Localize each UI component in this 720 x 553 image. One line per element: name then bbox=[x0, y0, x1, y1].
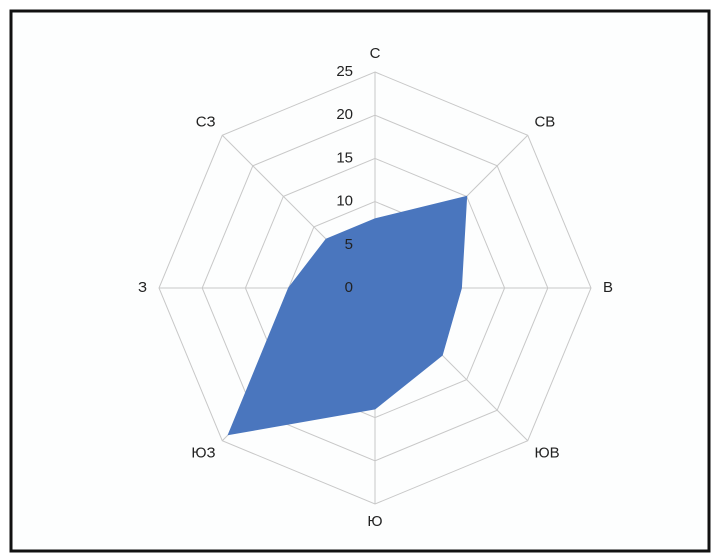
y-tick-label: 5 bbox=[345, 236, 353, 253]
y-tick-label: 20 bbox=[336, 106, 353, 123]
y-tick-label: 10 bbox=[336, 193, 353, 210]
category-label: З bbox=[138, 279, 147, 296]
y-tick-label: 25 bbox=[336, 63, 353, 80]
category-label: С bbox=[370, 45, 381, 62]
category-label: СВ bbox=[534, 114, 555, 131]
category-label: ЮЗ bbox=[191, 444, 215, 461]
y-tick-label: 0 bbox=[345, 279, 353, 296]
y-tick-label: 15 bbox=[336, 149, 353, 166]
category-label: ЮВ bbox=[534, 444, 559, 461]
category-label: В bbox=[603, 279, 613, 296]
category-label: СЗ bbox=[196, 114, 216, 131]
category-label: Ю bbox=[367, 513, 382, 530]
radar-area bbox=[227, 195, 468, 436]
